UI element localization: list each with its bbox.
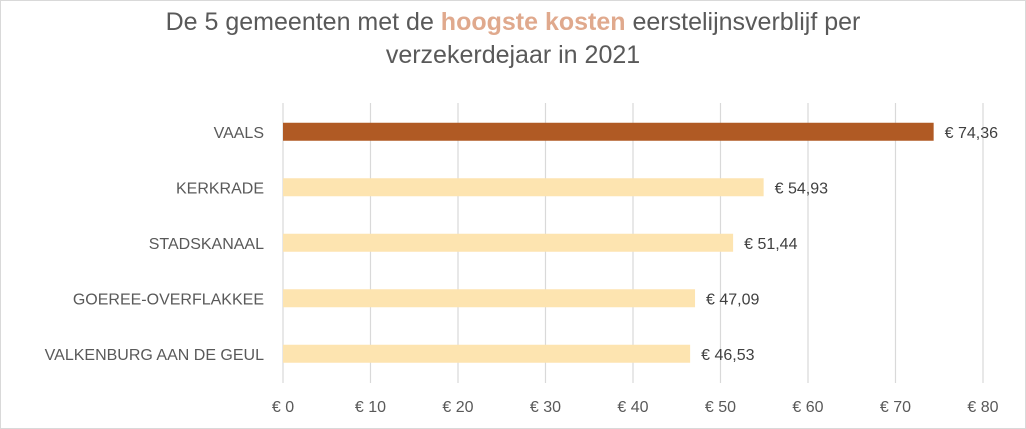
x-tick-label-0: € 0 bbox=[272, 399, 294, 416]
x-tick-label-70: € 70 bbox=[880, 399, 911, 416]
x-tick-label-10: € 10 bbox=[355, 399, 386, 416]
bar-3 bbox=[283, 289, 696, 308]
x-tick-label-40: € 40 bbox=[617, 399, 648, 416]
bar-2 bbox=[283, 233, 734, 252]
x-tick-label-60: € 60 bbox=[792, 399, 823, 416]
data-label-0: € 74,36 bbox=[945, 125, 998, 142]
bars bbox=[283, 122, 934, 363]
category-label-3: GOEREE-OVERFLAKKEE bbox=[73, 291, 264, 308]
title-highlight: hoogste kosten bbox=[440, 8, 626, 36]
bar-1 bbox=[283, 178, 764, 197]
title-text-after: eerstelijnsverblijf per bbox=[625, 8, 861, 36]
data-label-4: € 46,53 bbox=[701, 347, 754, 364]
chart-title: De 5 gemeenten met de hoogste kosten eer… bbox=[0, 6, 1026, 72]
category-label-1: KERKRADE bbox=[176, 180, 264, 197]
category-label-2: STADSKANAAL bbox=[149, 236, 264, 253]
bar-0 bbox=[283, 122, 934, 141]
x-tick-label-30: € 30 bbox=[530, 399, 561, 416]
title-text-before: De 5 gemeenten met de bbox=[165, 8, 441, 36]
x-tick-label-20: € 20 bbox=[442, 399, 473, 416]
data-label-3: € 47,09 bbox=[706, 291, 759, 308]
data-label-1: € 54,93 bbox=[775, 180, 828, 197]
data-label-2: € 51,44 bbox=[744, 236, 797, 253]
title-line-2: verzekerdejaar in 2021 bbox=[385, 41, 641, 69]
bar-4 bbox=[283, 344, 691, 363]
x-tick-label-50: € 50 bbox=[705, 399, 736, 416]
labels: € 0 € 10 € 20 € 30 € 40 € 50 € 60 € 70 € 80 VAALS… bbox=[45, 125, 999, 416]
category-label-4: VALKENBURG AAN DE GEUL bbox=[45, 347, 264, 364]
category-label-0: VAALS bbox=[214, 125, 264, 142]
x-tick-label-80: € 80 bbox=[967, 399, 998, 416]
